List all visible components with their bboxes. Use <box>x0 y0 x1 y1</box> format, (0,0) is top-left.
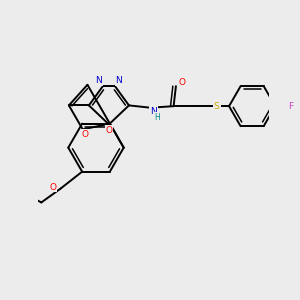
Text: O: O <box>105 126 112 135</box>
Text: N: N <box>150 107 157 116</box>
Text: H: H <box>154 113 160 122</box>
Text: O: O <box>82 130 88 139</box>
Text: N: N <box>95 76 102 85</box>
Text: F: F <box>288 102 293 111</box>
Text: S: S <box>214 102 220 111</box>
Text: O: O <box>50 183 56 192</box>
Text: N: N <box>116 76 122 85</box>
Text: O: O <box>178 78 186 87</box>
